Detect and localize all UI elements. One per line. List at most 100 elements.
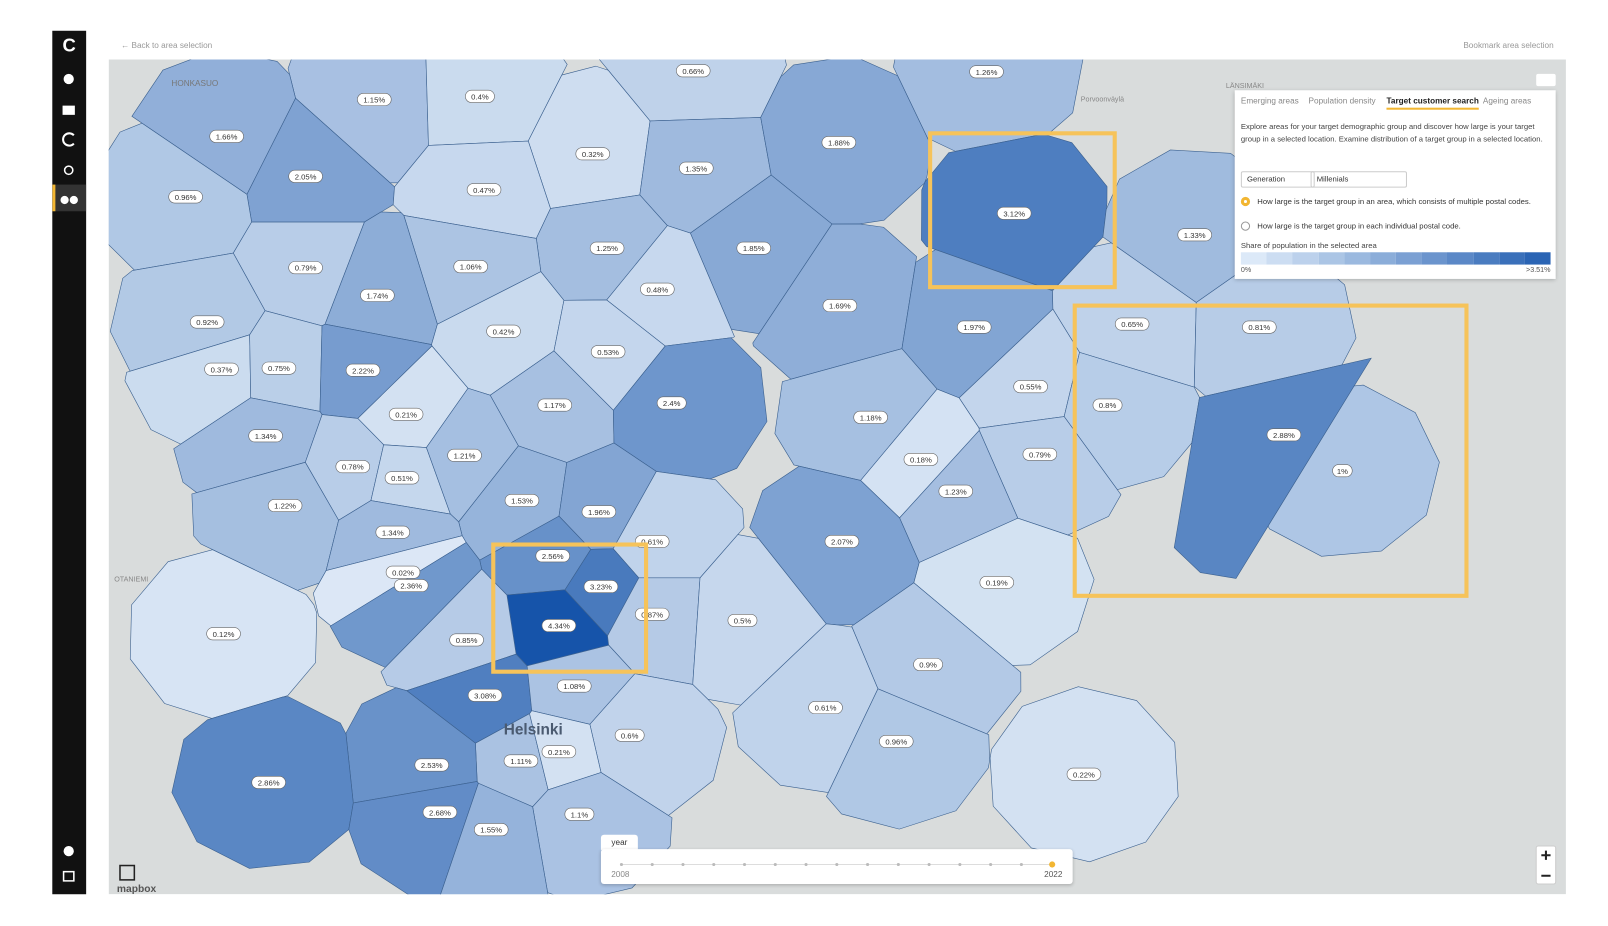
dropdown[interactable]: Millenials <box>1310 171 1407 188</box>
slider-step[interactable] <box>742 862 747 867</box>
place-label: LÄNSIMÄKI <box>1226 82 1264 90</box>
label-pill <box>903 452 939 466</box>
icon-binoculars[interactable] <box>60 195 69 205</box>
area-label: 3.23% <box>590 583 612 592</box>
label-pill <box>736 241 771 255</box>
slider-step[interactable] <box>681 862 685 867</box>
slider-step[interactable] <box>650 862 654 867</box>
icon-settings[interactable] <box>63 846 74 857</box>
legend-step <box>1344 252 1370 265</box>
label-pill <box>1332 464 1353 478</box>
area-label: 0.75% <box>268 364 290 373</box>
label-pill <box>979 576 1015 589</box>
dropdown[interactable]: Generation <box>1240 171 1315 188</box>
label-pill <box>541 745 577 759</box>
label-pill <box>360 288 395 302</box>
area-label: 1.96% <box>588 508 610 517</box>
label-pill <box>449 633 484 647</box>
label-pill <box>640 282 675 296</box>
tab[interactable]: Ageing areas <box>1482 96 1532 106</box>
zoom-controls <box>1535 845 1557 885</box>
slider-step[interactable] <box>989 862 993 867</box>
icon-folder[interactable] <box>62 105 75 115</box>
legend-step <box>1318 252 1345 265</box>
postal-area[interactable] <box>439 782 549 895</box>
label-pill <box>879 734 914 748</box>
place-label: Porvoonväylä <box>1081 96 1124 104</box>
icon-globe[interactable] <box>63 73 74 85</box>
area-label: 3.08% <box>474 691 496 700</box>
description: Explore areas for your target demographi… <box>1240 122 1543 144</box>
label-pill <box>590 345 626 359</box>
area-label: 1.26% <box>976 68 998 77</box>
postal-area[interactable] <box>345 687 478 804</box>
slider-step[interactable] <box>958 862 962 867</box>
slider-step[interactable] <box>804 862 808 867</box>
area-label: 1.34% <box>382 528 404 537</box>
area-label: 2.4% <box>663 399 681 408</box>
postal-area[interactable] <box>826 688 990 830</box>
label-pill <box>467 688 503 702</box>
slider-step[interactable] <box>927 862 931 867</box>
postal-area[interactable] <box>893 59 1084 152</box>
year-slider[interactable]: 2008 2022 <box>600 849 1073 884</box>
area-label: 1.53% <box>511 497 533 506</box>
label-pill <box>535 549 570 563</box>
tab[interactable]: Target customer search <box>1386 96 1479 110</box>
slider-step[interactable] <box>773 862 777 867</box>
slider-step[interactable] <box>619 862 623 867</box>
postal-area[interactable] <box>249 310 323 412</box>
slider-step[interactable] <box>712 862 716 867</box>
label-pill <box>656 396 687 410</box>
postal-area[interactable] <box>732 623 879 793</box>
slider-step[interactable] <box>835 862 839 867</box>
radio-button[interactable] <box>1240 196 1251 207</box>
icon-chart[interactable] <box>62 132 75 147</box>
area-label: 1.34% <box>255 432 277 441</box>
icon-logout[interactable] <box>62 870 75 882</box>
area-label: 0.8% <box>1099 401 1117 410</box>
area-label: 1.22% <box>274 502 296 511</box>
area-label: 0.42% <box>493 327 515 336</box>
tab[interactable]: Population density <box>1308 96 1376 106</box>
area-label: 0.65% <box>1121 320 1143 329</box>
slider-step[interactable] <box>1049 861 1056 868</box>
postal-area[interactable] <box>1267 384 1440 557</box>
legend-title: Share of population in the selected area <box>1240 240 1377 251</box>
back-link[interactable]: ← Back to area selection <box>121 41 213 51</box>
area-label: 0.78% <box>342 463 364 472</box>
slider-step[interactable] <box>866 862 870 867</box>
slider-step[interactable] <box>1019 862 1023 867</box>
sidebar-bottom <box>62 846 75 882</box>
area-label: 0.79% <box>1029 450 1051 459</box>
label-pill <box>676 64 711 78</box>
label-pill <box>206 627 241 641</box>
expand-icon[interactable] <box>119 864 136 881</box>
panel-collapse[interactable] <box>1536 73 1556 87</box>
area-label: 1.85% <box>743 244 765 253</box>
area-label: 1.69% <box>829 302 851 311</box>
label-pill <box>375 525 410 539</box>
postal-area[interactable] <box>589 673 727 816</box>
area-label: 1.18% <box>860 413 882 422</box>
expand-control[interactable] <box>119 864 136 881</box>
legend-step <box>1266 252 1293 265</box>
radio-button[interactable] <box>1240 221 1251 231</box>
legend-min: 0% <box>1240 266 1252 274</box>
logo[interactable]: C <box>62 34 76 56</box>
label-pill <box>589 241 625 255</box>
area-label: 1% <box>1337 467 1348 476</box>
slider-track <box>619 861 1056 868</box>
tab[interactable]: Emerging areas <box>1240 96 1299 106</box>
zoom-in[interactable] <box>1541 850 1551 860</box>
slider-step[interactable] <box>896 862 900 867</box>
bookmark-link[interactable]: Bookmark area selection <box>1463 41 1554 51</box>
icon-bulb[interactable] <box>63 165 74 176</box>
legend-step <box>1473 252 1499 265</box>
area-label: 1.1% <box>571 810 589 819</box>
area-label: 1.15% <box>363 96 385 105</box>
area-label: 1.06% <box>460 263 482 272</box>
label-pill <box>1013 380 1048 394</box>
label-pill <box>557 679 592 693</box>
label-pill <box>453 260 488 274</box>
